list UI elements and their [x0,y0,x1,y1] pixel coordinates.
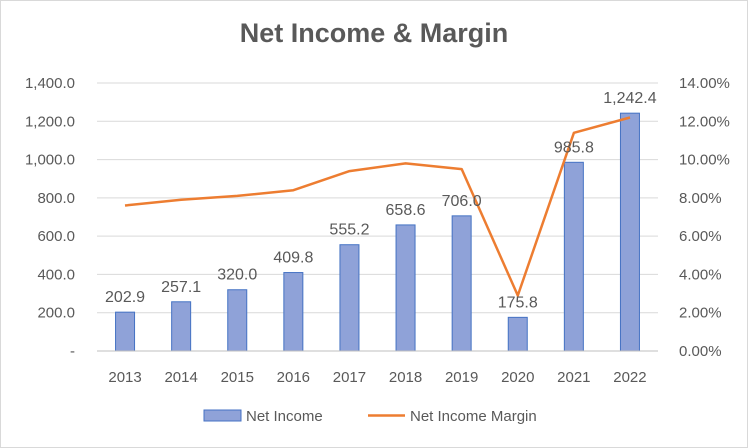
bar-net-income [507,316,528,352]
y-left-tick-label: 200.0 [37,305,75,322]
bar-data-label: 658.6 [386,202,426,219]
bar-net-income [171,301,192,352]
bar-net-income [227,289,248,352]
x-tick-label: 2022 [613,369,646,386]
bar-net-income [619,112,640,352]
line-net-income-margin [124,116,631,297]
bar-net-income [339,244,360,352]
y-left-tick-label: 1,200.0 [25,113,75,130]
axes: - 200.0 400.0 600.0 800.0 1,000.0 1,200.0 1,400… [25,75,730,386]
bars [115,112,640,352]
bar-data-label: 202.9 [105,289,145,306]
x-tick-label: 2015 [221,369,254,386]
margin-line [124,116,631,297]
bar-data-label: 706.0 [442,193,482,210]
y-left-tick-label: 400.0 [37,266,75,283]
y-right-tick-label: 14.00% [679,75,730,92]
y-right-tick-label: 4.00% [679,266,722,283]
y-left-tick-label: 1,400.0 [25,75,75,92]
legend-swatch-net-income [203,409,242,422]
bar-net-income [563,161,584,352]
x-tick-label: 2019 [445,369,478,386]
y-left-tick-label: 800.0 [37,190,75,207]
y-left-tick-label: 600.0 [37,228,75,245]
legend-label-net-income: Net Income [246,408,323,425]
chart-title: Net Income & Margin [239,18,509,48]
bar-net-income [115,311,136,352]
x-tick-label: 2016 [277,369,310,386]
y-left-tick-label: - [70,343,75,360]
bar-data-label: 257.1 [161,279,201,296]
bar-net-income [395,224,416,352]
data-labels: 202.9 257.1 320.0 409.8 555.2 658.6 706.0 175.8… [105,90,657,311]
y-left-tick-label: 1,000.0 [25,152,75,169]
x-tick-label: 2018 [389,369,422,386]
bar-data-label: 555.2 [329,222,369,239]
y-right-tick-label: 12.00% [679,113,730,130]
x-tick-label: 2013 [108,369,141,386]
bar-data-label: 320.0 [217,267,257,284]
bar-data-label: 175.8 [498,294,538,311]
x-tick-label: 2014 [164,369,197,386]
x-tick-label: 2020 [501,369,534,386]
bar-net-income [451,215,472,352]
bar-net-income [283,272,304,352]
y-right-tick-label: 0.00% [679,343,722,360]
y-right-tick-label: 10.00% [679,152,730,169]
legend-label-net-income-margin: Net Income Margin [410,408,537,425]
bar-data-label: 985.8 [554,139,594,156]
bar-data-label: 409.8 [273,250,313,267]
x-tick-label: 2021 [557,369,590,386]
bar-data-label: 1,242.4 [603,90,656,107]
y-right-tick-label: 8.00% [679,190,722,207]
y-right-tick-label: 6.00% [679,228,722,245]
legend: Net Income Net Income Margin [203,408,537,425]
y-right-tick-label: 2.00% [679,305,722,322]
x-tick-label: 2017 [333,369,366,386]
